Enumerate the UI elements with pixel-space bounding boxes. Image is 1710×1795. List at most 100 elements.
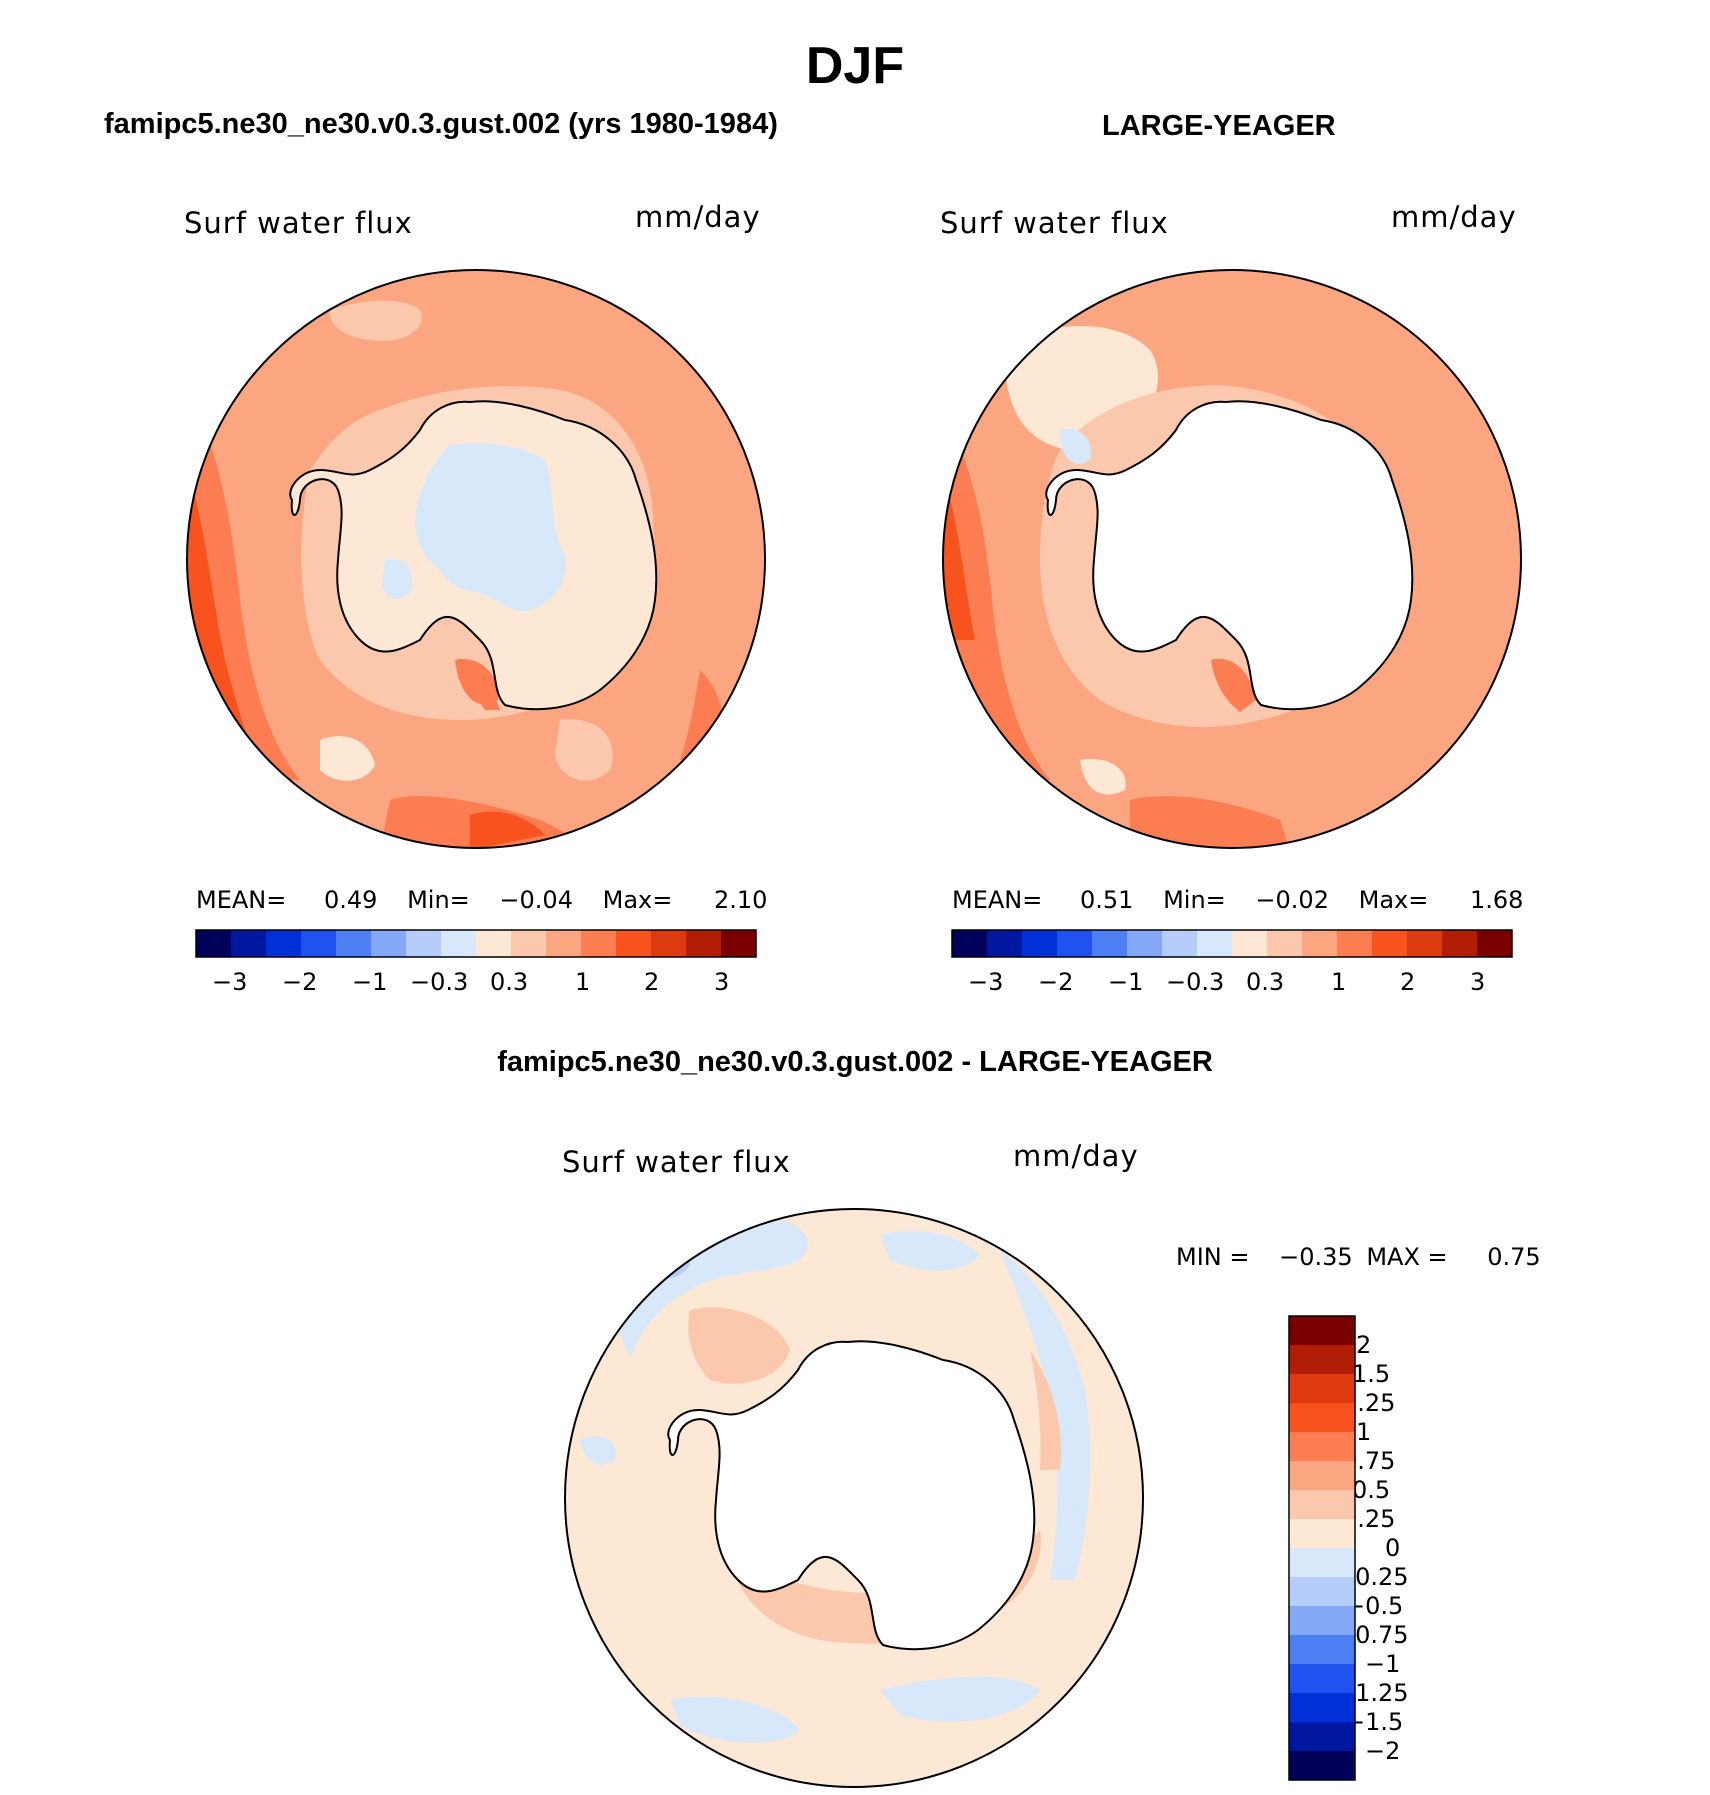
model-mean-label: MEAN= [196,886,287,914]
contour-region [880,1231,980,1271]
contour-region [1211,658,1256,712]
contour-region [1289,1635,1355,1664]
contour-region [441,930,476,957]
contour-region [1092,930,1127,957]
diff-colorbar-tick: −1 [1365,1650,1401,1678]
obs-colorbar-tick: 3 [1470,968,1486,996]
diff-stats: MIN = −0.35 MAX = 0.75 [1176,1243,1541,1271]
contour-region [1232,930,1267,957]
diff-colorbar-tick: 1.5 [1352,1360,1391,1388]
model-max-label: Max= [602,886,673,914]
contour-region [371,930,406,957]
diff-min-value: −0.35 [1279,1243,1353,1271]
contour-region [1289,1664,1355,1693]
model-colorbar-tick: −2 [282,968,318,996]
diff-colorbar-tick: 2 [1356,1331,1372,1359]
model-colorbar [195,929,757,958]
model-units-label: mm/day [635,200,761,234]
contour-region [1289,1693,1355,1722]
diff-min-label: MIN = [1176,1243,1250,1271]
contour-region [651,930,686,957]
contour-region [1289,1722,1355,1751]
contour-region [1289,1577,1355,1606]
diff-colorbar-tick: 1 [1356,1418,1372,1446]
contour-region [1289,1374,1355,1403]
contour-region [1197,930,1232,957]
contour-region [470,811,545,848]
model-panel-title: famipc5.ne30_ne30.v0.3.gust.002 (yrs 198… [104,108,778,140]
contour-region [231,930,266,957]
contour-region [1130,796,1290,848]
contour-region [1289,1519,1355,1548]
contour-region [1289,1432,1355,1461]
contour-region [1162,930,1197,957]
obs-colorbar-tick: −2 [1038,968,1074,996]
contour-region [1477,930,1512,957]
contour-region [1289,1461,1355,1490]
contour-region [1046,401,1413,710]
contour-region [1372,930,1407,957]
page-title: DJF [805,37,905,95]
diff-max-label: MAX = [1366,1243,1448,1271]
contour-region [1289,1548,1355,1577]
contour-region [1060,429,1091,464]
contour-region [1080,759,1126,795]
antarctica-coastline [289,400,658,711]
contour-region [688,1307,790,1384]
contour-region [1289,1606,1355,1635]
contour-region [880,1676,1040,1722]
contour-region [266,930,301,957]
contour-region [668,1341,1035,1650]
contour-region [987,930,1022,957]
model-colorbar-tick: −1 [352,968,388,996]
obs-colorbar-tick: 0.3 [1246,968,1285,996]
obs-colorbar [951,929,1513,958]
obs-map-frame [942,269,1522,849]
contour-region [336,930,371,957]
contour-region [952,930,987,957]
obs-panel-title: LARGE-YEAGER [1102,110,1336,142]
antarctica-coastline [667,1340,1036,1651]
obs-max-label: Max= [1358,886,1429,914]
contour-region [580,1436,616,1465]
diff-colorbar [1288,1315,1356,1781]
contour-region [196,930,231,957]
contour-region [382,558,413,600]
contour-region [1022,930,1057,957]
obs-colorbar-tick: 2 [1400,968,1416,996]
contour-region [1127,930,1162,957]
contour-region [1337,930,1372,957]
model-colorbar-tick: 0.3 [490,968,529,996]
obs-min-value: −0.02 [1255,886,1329,914]
model-colorbar-tick: 3 [714,968,730,996]
obs-mean-label: MEAN= [952,886,1043,914]
diff-colorbar-tick: 0.5 [1352,1476,1391,1504]
model-max-value: 2.10 [713,886,768,914]
obs-colorbar-tick: 1 [1331,968,1347,996]
contour-region [555,719,613,781]
contour-region [581,930,616,957]
obs-colorbar-tick: −3 [968,968,1004,996]
contour-region [320,736,375,781]
contour-region [1289,1345,1355,1374]
contour-region [616,930,651,957]
model-min-label: Min= [407,886,470,914]
contour-region [686,930,721,957]
contour-region [1302,930,1337,957]
contour-region [546,930,581,957]
model-colorbar-tick: −3 [212,968,248,996]
diff-units-label: mm/day [1013,1139,1139,1173]
contour-region [415,443,566,612]
model-variable-label: Surf water flux [184,206,413,240]
contour-region [455,660,500,710]
diff-max-value: 0.75 [1487,1243,1541,1271]
contour-region [1289,1490,1355,1519]
obs-colorbar-tick: −0.3 [1166,968,1225,996]
obs-max-value: 1.68 [1469,886,1524,914]
contour-region [1030,1350,1061,1470]
diff-colorbar-tick: 0 [1385,1534,1401,1562]
contour-region [1289,1403,1355,1432]
contour-region [1267,930,1302,957]
model-mean-value: 0.49 [324,886,378,914]
